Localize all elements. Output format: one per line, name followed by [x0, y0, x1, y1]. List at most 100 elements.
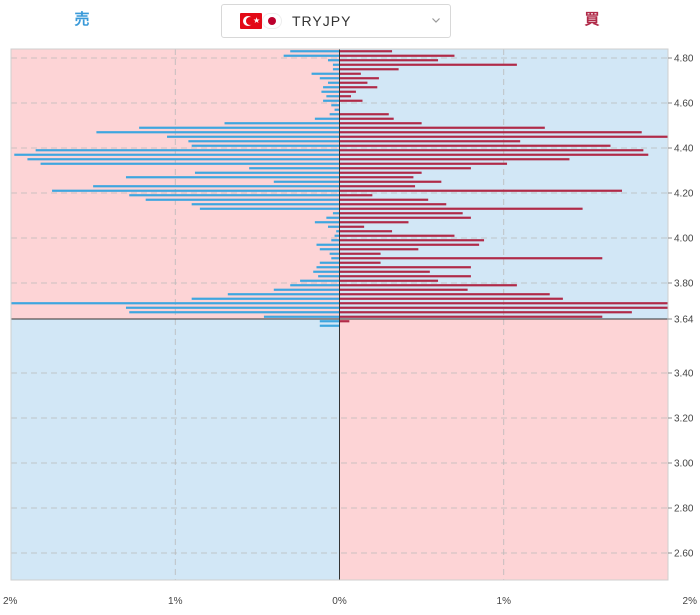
- sell-bar: [331, 257, 340, 260]
- sell-bar: [125, 306, 340, 309]
- sell-bar: [93, 185, 340, 188]
- sell-bar: [145, 198, 340, 201]
- sell-bar: [316, 266, 340, 269]
- buy-bar: [339, 275, 471, 278]
- buy-bar: [339, 90, 356, 93]
- currency-pair-label: TRYJPY: [292, 13, 352, 29]
- buy-bar: [339, 50, 393, 53]
- buy-bar: [339, 81, 368, 84]
- sell-bar: [319, 320, 340, 323]
- x-tick-label: 1%: [497, 596, 512, 607]
- y-tick-label: 3.64: [674, 315, 694, 326]
- y-tick-label: 3.20: [674, 414, 694, 425]
- buy-bar: [339, 171, 422, 174]
- buy-bar: [339, 113, 389, 116]
- buy-bar: [339, 315, 603, 318]
- sell-bar: [318, 275, 340, 278]
- buy-bar: [339, 59, 439, 62]
- plot-border: [10, 48, 669, 581]
- sell-bar: [191, 297, 340, 300]
- sell-bar: [35, 149, 340, 152]
- sell-bar: [263, 315, 340, 318]
- sell-bar: [329, 113, 340, 116]
- buy-bar: [339, 288, 468, 291]
- buy-bar: [339, 230, 393, 233]
- buy-bar: [339, 68, 399, 71]
- sell-bar: [329, 252, 340, 255]
- buy-bar: [339, 225, 365, 228]
- buy-bar: [339, 149, 644, 152]
- sell-bar: [273, 180, 340, 183]
- y-tick-label: 2.80: [674, 504, 694, 515]
- buy-bar: [339, 306, 668, 309]
- buy-bar: [339, 243, 480, 246]
- buy-bar: [339, 212, 463, 215]
- sell-bar: [316, 243, 340, 246]
- y-tick-label: 3.80: [674, 279, 694, 290]
- sell-bar: [323, 86, 340, 89]
- buy-bar: [339, 198, 429, 201]
- buy-bar: [339, 126, 545, 129]
- buy-bar: [339, 117, 394, 120]
- sell-bar: [199, 207, 340, 210]
- buy-bar: [339, 185, 416, 188]
- buy-bar: [339, 140, 521, 143]
- sell-bar: [273, 288, 340, 291]
- sell-bar: [227, 293, 340, 296]
- sell-bar: [290, 50, 340, 53]
- buy-bar: [339, 144, 611, 147]
- sell-bar: [313, 270, 340, 273]
- buy-bar: [339, 239, 485, 242]
- sell-bar: [194, 171, 340, 174]
- sell-bar: [96, 131, 340, 134]
- buy-bar: [339, 162, 508, 165]
- sell-bar: [139, 126, 340, 129]
- y-tick-label: 3.40: [674, 369, 694, 380]
- sell-bar: [191, 203, 340, 206]
- buy-bar: [339, 261, 381, 264]
- y-tick-label: 4.00: [674, 234, 694, 245]
- buy-bar: [339, 158, 570, 161]
- buy-bar: [339, 320, 350, 323]
- buy-bar: [339, 95, 351, 98]
- sell-bar: [283, 54, 340, 57]
- sell-bar: [332, 63, 340, 66]
- sell-bar: [328, 225, 340, 228]
- chevron-down-icon[interactable]: [432, 16, 440, 24]
- buy-bar: [339, 279, 439, 282]
- turkey-flag-icon: ★: [240, 13, 262, 29]
- sell-label: 売: [74, 11, 90, 28]
- sell-bar: [188, 140, 340, 143]
- sell-bar: [332, 212, 340, 215]
- x-tick-label: 0%: [332, 596, 347, 607]
- y-tick-label: 3.00: [674, 459, 694, 470]
- sell-bar: [300, 279, 340, 282]
- currency-pair-select[interactable]: ★ TRYJPY: [221, 4, 451, 38]
- sell-bar: [331, 239, 340, 242]
- buy-bar: [339, 234, 455, 237]
- x-tick-label: 2%: [3, 596, 18, 607]
- sell-bar: [326, 95, 340, 98]
- x-tick-label: 2%: [683, 596, 698, 607]
- y-tick-label: 4.40: [674, 144, 694, 155]
- sell-bar: [125, 176, 340, 179]
- buy-bar: [339, 194, 373, 197]
- sell-bar: [319, 324, 340, 327]
- buy-bar: [339, 153, 649, 156]
- buy-bar: [339, 248, 419, 251]
- sell-bar: [334, 108, 340, 111]
- buy-bar: [339, 252, 381, 255]
- sell-bar: [11, 302, 340, 305]
- sell-bar: [326, 216, 340, 219]
- buy-bar: [339, 270, 430, 273]
- sell-bar: [191, 144, 340, 147]
- sell-bar: [14, 153, 340, 156]
- y-tick-label: 4.80: [674, 54, 694, 65]
- buy-bar: [339, 257, 603, 260]
- sell-bar: [52, 189, 340, 192]
- buy-bar: [339, 131, 642, 134]
- sell-bar: [319, 77, 340, 80]
- sell-bar: [314, 117, 340, 120]
- sell-bar: [334, 234, 340, 237]
